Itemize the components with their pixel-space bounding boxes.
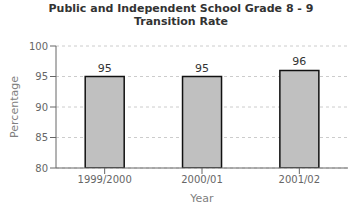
svg-text:100: 100	[29, 41, 48, 52]
svg-text:85: 85	[35, 132, 48, 143]
svg-text:95: 95	[195, 62, 209, 75]
svg-text:90: 90	[35, 102, 48, 113]
svg-text:2000/01: 2000/01	[181, 174, 223, 185]
svg-text:95: 95	[35, 71, 48, 82]
svg-text:95: 95	[98, 62, 112, 75]
svg-text:Year: Year	[189, 192, 214, 204]
html-text:Transition Rate: Transition Rate	[133, 15, 229, 28]
svg-text:96: 96	[292, 55, 306, 68]
svg-text:2001/02: 2001/02	[279, 174, 321, 185]
svg-text:80: 80	[35, 163, 48, 174]
svg-text:1999/2000: 1999/2000	[78, 174, 132, 185]
svg-text:Percentage: Percentage	[8, 76, 21, 138]
html-text:Public and Independent School: Public and Independent School Grade 8 - …	[48, 2, 314, 15]
